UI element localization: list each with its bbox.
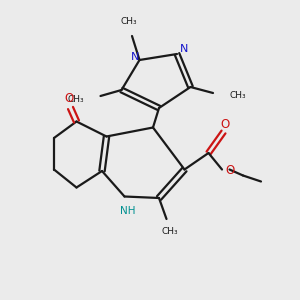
Text: O: O xyxy=(220,118,230,131)
Text: N: N xyxy=(131,52,139,62)
Text: CH₃: CH₃ xyxy=(230,92,246,100)
Text: O: O xyxy=(64,92,74,106)
Text: CH₃: CH₃ xyxy=(121,16,137,26)
Text: NH: NH xyxy=(120,206,135,217)
Text: N: N xyxy=(179,44,188,55)
Text: CH₃: CH₃ xyxy=(68,94,84,103)
Text: CH₃: CH₃ xyxy=(161,226,178,236)
Text: O: O xyxy=(225,164,234,177)
